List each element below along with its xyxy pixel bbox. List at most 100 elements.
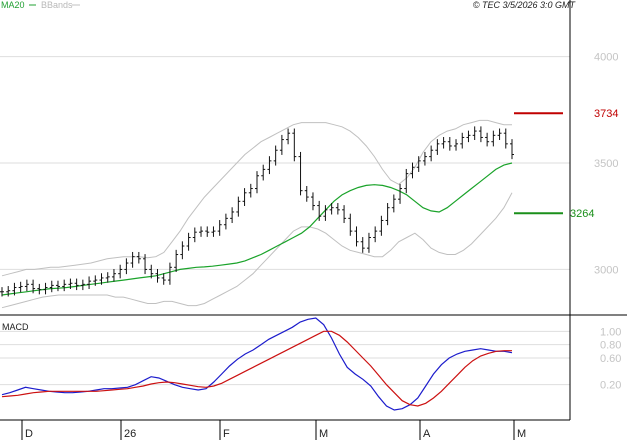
price-levels: 3734 3264 [514,108,618,220]
price-bars [0,126,514,297]
price-bar [12,282,17,296]
price-bar [478,126,483,143]
price-bar [24,279,29,292]
time-tick-label: 26 [124,428,136,440]
legend-bbands: BBands [41,0,73,10]
time-tick-label: F [223,428,230,440]
price-bar [174,249,179,272]
price-bar [441,137,446,149]
macd-grid [0,330,570,386]
price-bar [43,282,48,295]
ma20-path [1,162,513,296]
time-tick-label: D [25,428,33,440]
price-bar [310,192,315,211]
price-bar [410,162,415,179]
price-panel: 3734 3264 3000 3500 4000 [0,52,618,309]
price-grid [0,56,570,270]
price-bar [180,241,185,260]
price-bar [503,128,508,149]
price-bar [385,203,390,226]
bollinger-bands [1,119,513,309]
price-bar [273,145,278,166]
price-bar [149,264,154,279]
price-bar [199,226,204,237]
macd-axis-ticks: 0.20 0.600.80 1.00 [600,326,621,391]
price-bar [422,151,427,166]
price-tick-label: 3500 [594,158,618,170]
price-bar [447,137,452,151]
price-bar [354,226,359,247]
price-bar [49,280,54,293]
macd-panel: 0.20 0.600.80 1.00 MACD [0,317,621,411]
time-tick-label: A [423,428,431,440]
price-bar [292,128,297,162]
price-tick-label: 3000 [594,264,618,276]
macd-tick-label: 1.00 [600,326,621,338]
price-tick-label: 4000 [594,52,618,64]
price-bar [360,237,365,253]
price-bar [304,185,309,202]
price-bar [323,205,328,221]
time-tick-label: M [319,428,328,440]
price-bar [261,164,266,181]
price-bar [192,227,197,243]
price-bar [230,207,235,224]
price-bar [472,126,477,141]
price-bar [167,262,172,285]
price-bar [279,134,284,155]
price-bar [99,273,104,285]
support-label: 3264 [570,208,594,220]
legend-ma20: MA20 [1,0,25,10]
price-bar [217,220,222,236]
price-bar [6,286,11,297]
copyright-timestamp: © TEC 3/5/2026 3:0 GMT [473,0,577,10]
price-bar [466,130,471,143]
price-bar [0,287,4,297]
price-bar [186,232,191,251]
price-bar [80,279,85,291]
macd-tick-label: 0.20 [600,380,621,392]
price-bar [242,188,247,206]
price-bar [111,269,116,282]
price-bar [118,264,123,279]
price-bar [248,183,253,198]
price-bar [460,132,465,149]
time-tick-label: M [517,428,526,440]
price-bar [416,156,421,172]
price-bar [68,278,73,290]
price-bar [398,183,403,204]
price-bar [87,276,92,290]
bbands-upper-line [1,119,512,277]
price-bar [510,139,514,160]
price-bar [404,168,409,194]
price-bar [130,251,135,268]
price-axis-ticks: 3000 3500 4000 [594,52,618,277]
price-bar [435,139,440,155]
macd-title: MACD [2,322,29,332]
price-bar [286,128,291,145]
price-bar [429,145,434,162]
price-bar [379,215,384,236]
price-bar [348,213,353,236]
price-bar [317,200,322,221]
time-axis: D 26 F M A M [21,420,526,440]
price-bar [74,278,79,291]
price-bar [491,130,496,147]
price-bar [62,279,67,292]
price-bar [211,226,216,237]
price-bar [236,196,241,217]
price-bar [454,139,459,151]
price-bar [298,151,303,196]
price-bar [31,279,36,294]
price-bar [342,205,347,224]
macd-tick-label: 0.80 [600,340,621,352]
price-bar [255,171,259,194]
price-bar [55,280,60,292]
bbands-lower-line [1,192,513,309]
price-bar [37,283,42,295]
signal-line [1,330,512,407]
price-bar [485,132,490,147]
price-bar [205,226,210,237]
macd-tick-label: 0.60 [600,353,621,365]
